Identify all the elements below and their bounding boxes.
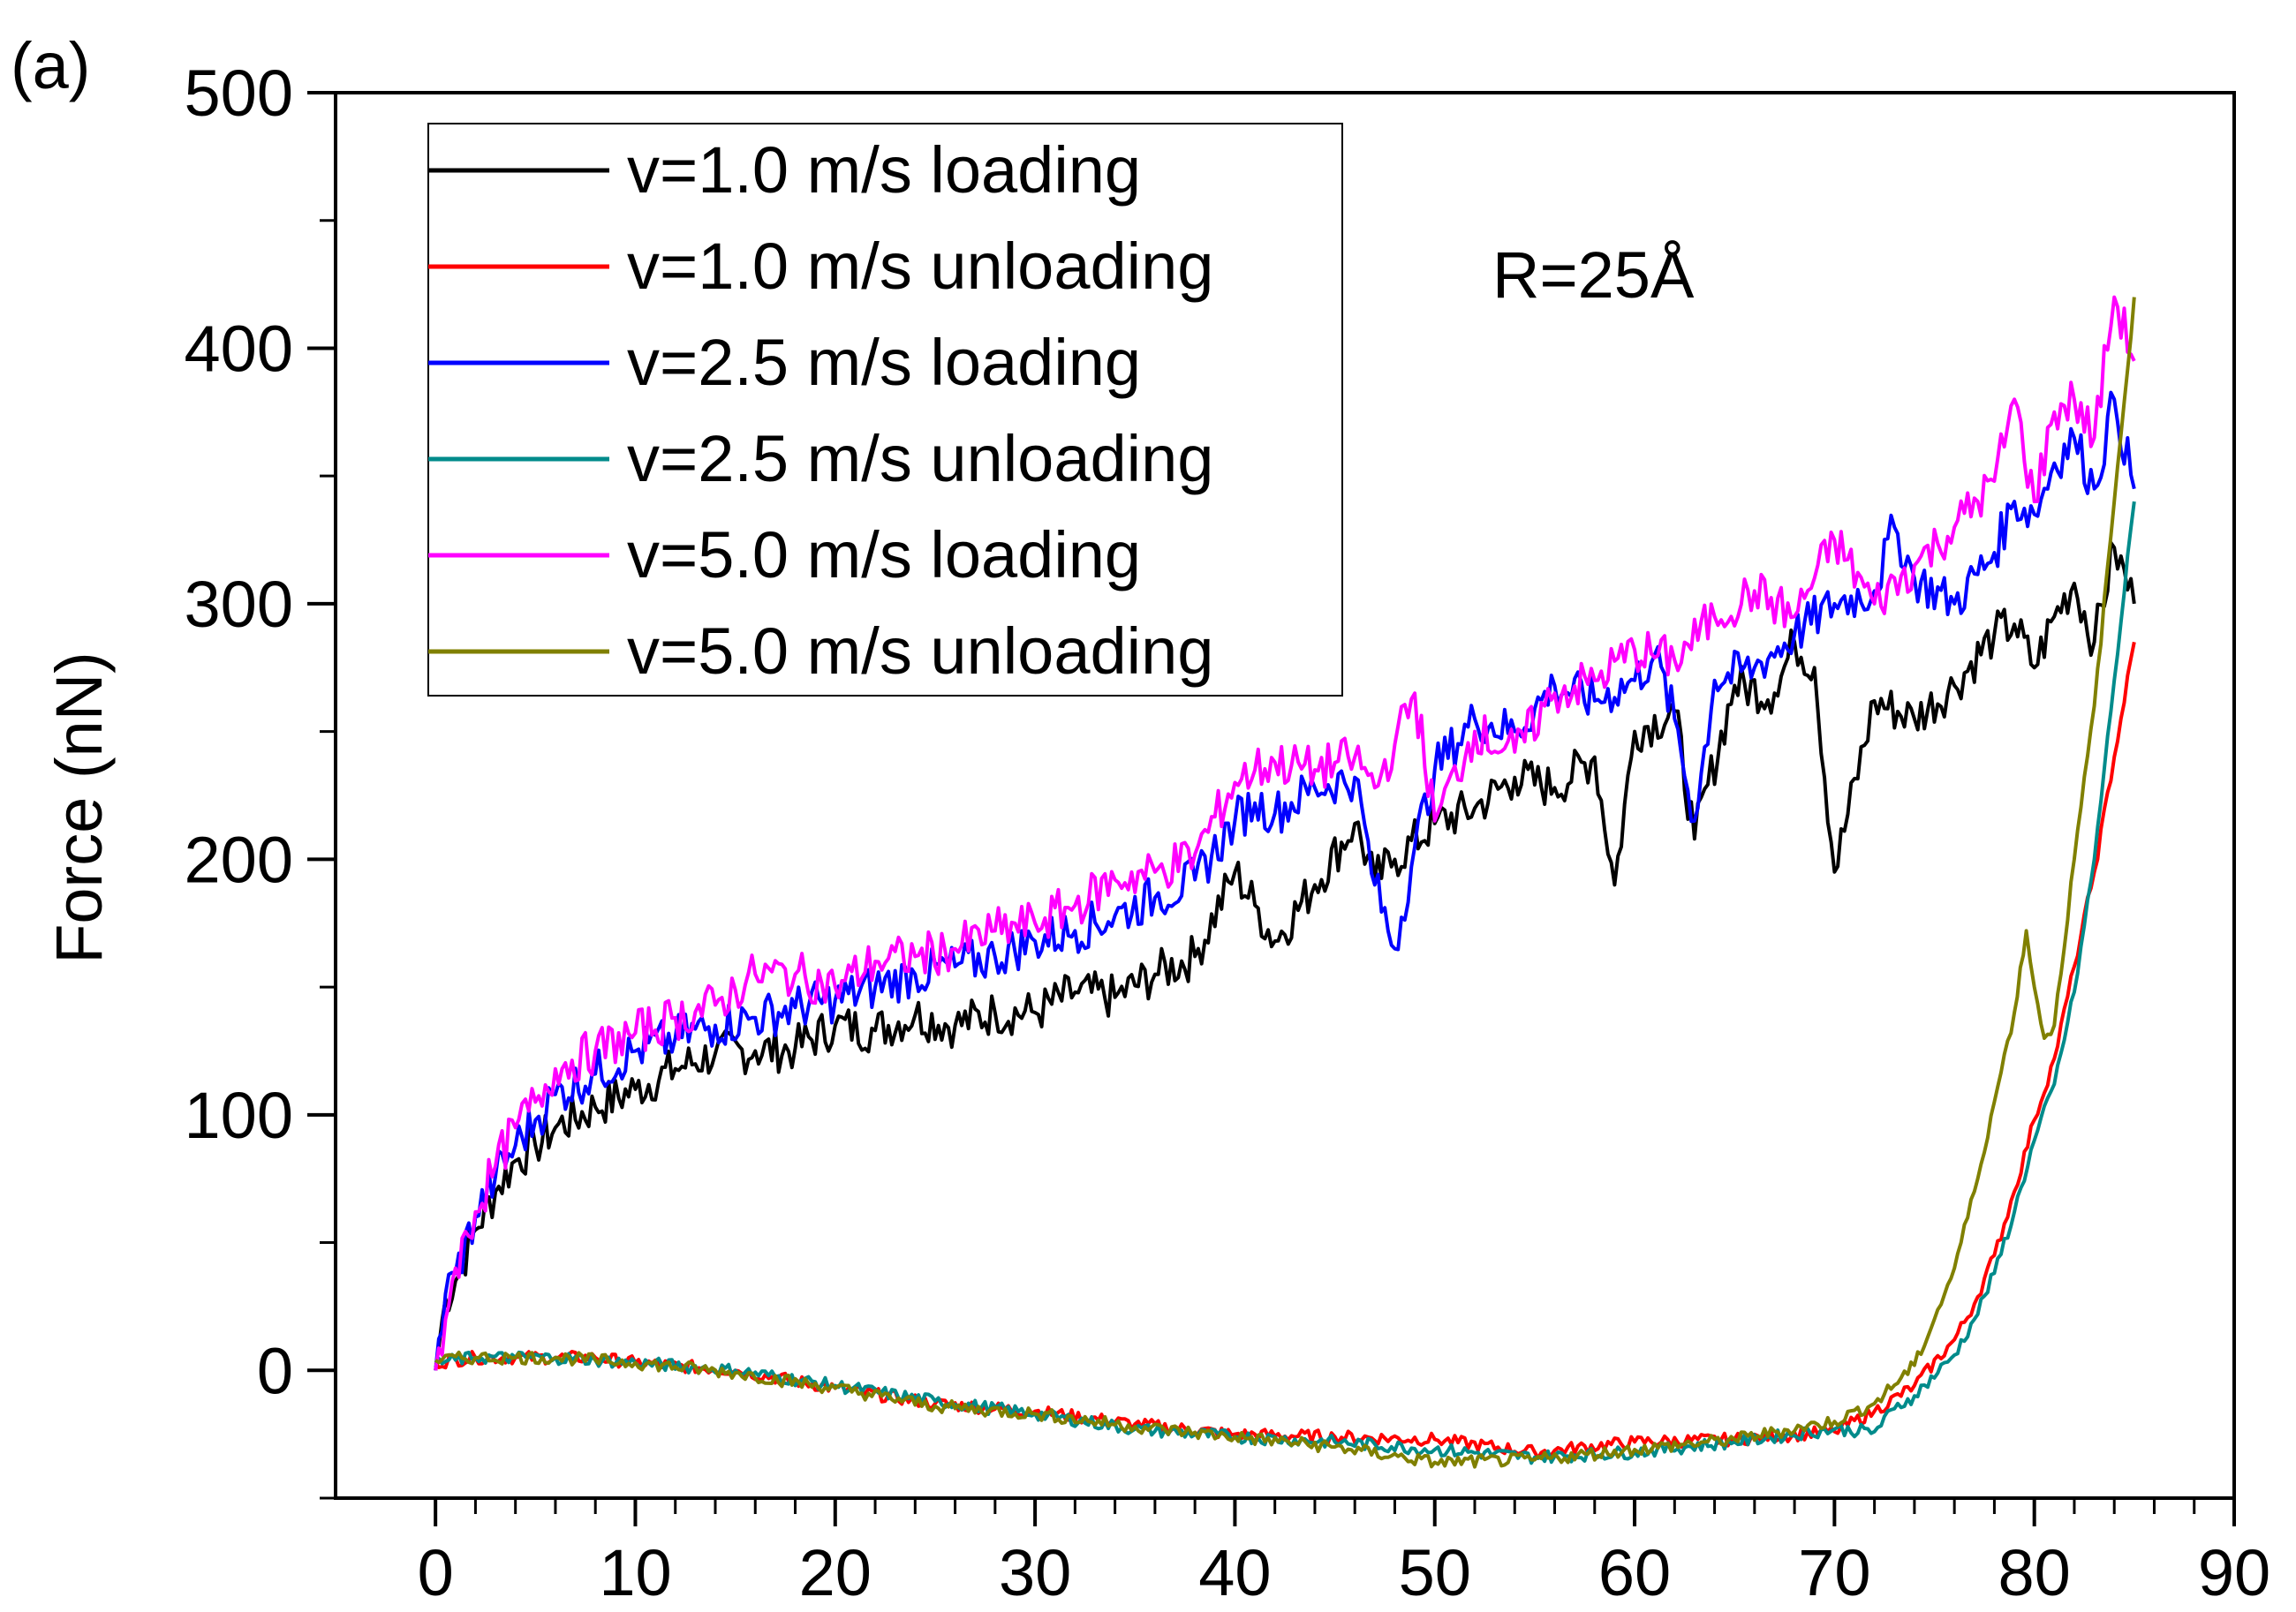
panel-label: (a) (11, 29, 90, 102)
y-tick-label: 200 (185, 823, 293, 896)
series-line-4 (434, 295, 2136, 1371)
x-tick-label: 10 (599, 1536, 671, 1609)
legend-label-3: v=2.5 m/s unloading (627, 422, 1213, 495)
x-tick-label: 0 (418, 1536, 454, 1609)
y-tick-label: 100 (185, 1079, 293, 1152)
series-line-5 (434, 297, 2136, 1469)
x-tick-label: 90 (2198, 1536, 2270, 1609)
series-line-2 (434, 390, 2136, 1371)
x-axis-ticks: 0 10 20 30 40 50 60 70 80 90 (418, 1498, 2270, 1609)
x-tick-label: 20 (799, 1536, 872, 1609)
y-tick-label: 0 (257, 1334, 293, 1407)
x-tick-label: 60 (1598, 1536, 1671, 1609)
y-tick-label: 500 (185, 56, 293, 130)
x-tick-label: 80 (1998, 1536, 2071, 1609)
x-tick-label: 40 (1198, 1536, 1271, 1609)
x-tick-label: 50 (1399, 1536, 1471, 1609)
annotation-radius: R=25Å (1492, 238, 1695, 312)
x-tick-label: 30 (999, 1536, 1071, 1609)
legend: v=1.0 m/s loading v=1.0 m/s unloading v=2.… (427, 123, 1343, 697)
series-lines (434, 295, 2136, 1469)
legend-entries: v=1.0 m/s loading v=1.0 m/s unloading v=2.… (428, 133, 1213, 688)
legend-label-4: v=5.0 m/s loading (627, 518, 1141, 591)
legend-label-2: v=2.5 m/s loading (627, 326, 1141, 399)
legend-label-5: v=5.0 m/s unloading (627, 614, 1213, 688)
legend-label-1: v=1.0 m/s unloading (627, 230, 1213, 303)
legend-label-0: v=1.0 m/s loading (627, 133, 1141, 207)
legend-box (427, 123, 1343, 697)
x-tick-label: 70 (1798, 1536, 1870, 1609)
plot-area-frame (334, 91, 2236, 1500)
y-axis-title: Force (nN) (42, 652, 116, 964)
y-tick-label: 400 (185, 312, 293, 385)
y-tick-label: 300 (185, 568, 293, 641)
y-axis-ticks: 0 100 200 300 400 500 (185, 56, 336, 1500)
